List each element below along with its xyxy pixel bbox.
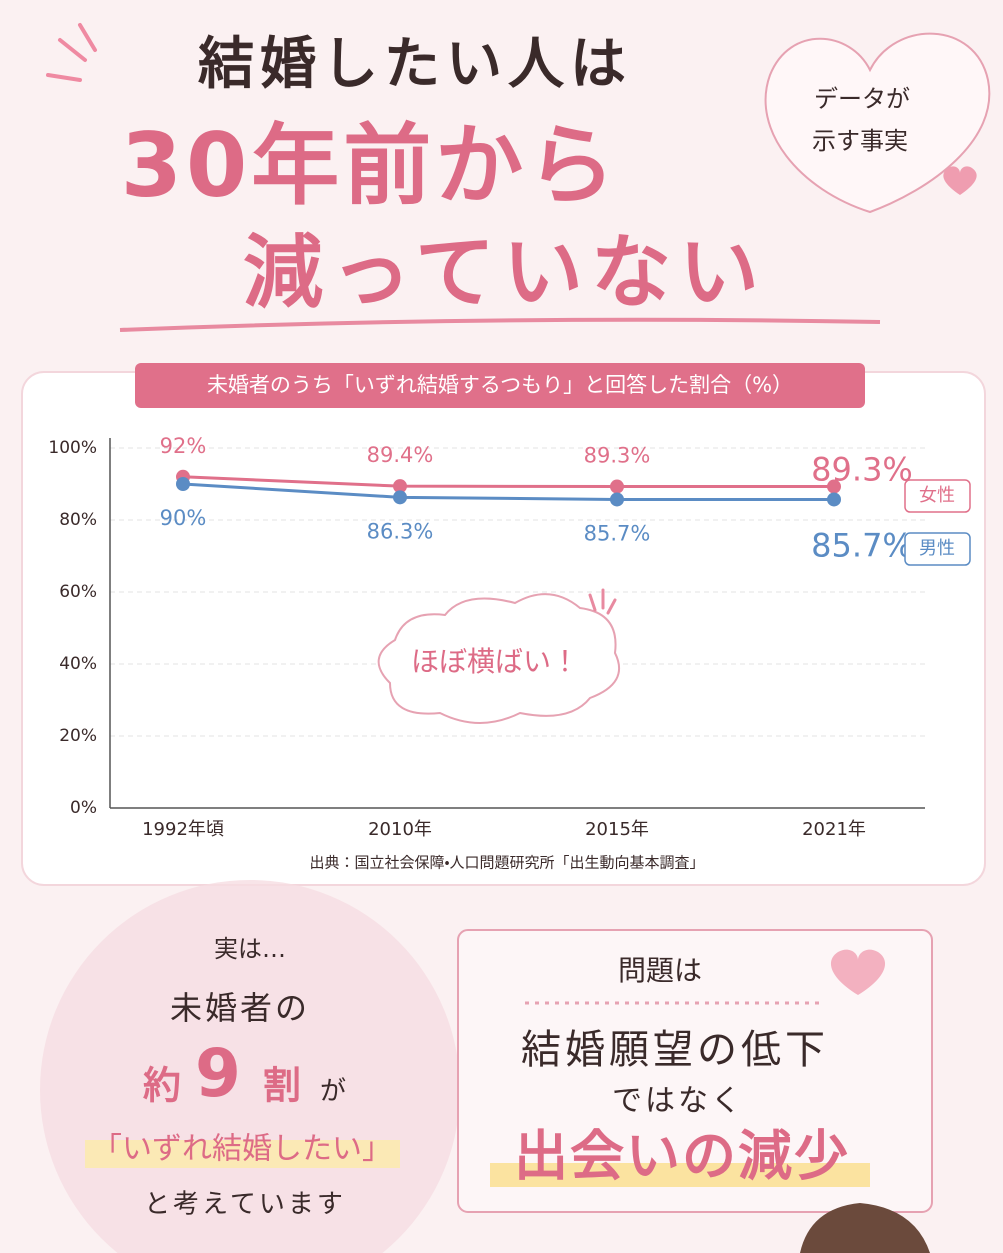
highlight bbox=[85, 1140, 400, 1168]
y-tick-label: 0% bbox=[70, 798, 97, 818]
badge-text: 示す事実 bbox=[812, 127, 908, 155]
accent-lines bbox=[46, 23, 97, 82]
title-line2: 30年前から bbox=[121, 114, 619, 217]
data-label: 89.4% bbox=[367, 443, 434, 467]
left-particle: が bbox=[320, 1077, 346, 1107]
data-point bbox=[393, 490, 407, 505]
right-highlight: 出会いの減少 bbox=[514, 1125, 850, 1188]
right-heading: 問題は bbox=[618, 954, 702, 987]
chart-title-bar bbox=[135, 363, 865, 408]
accent-lines bbox=[588, 588, 617, 615]
x-tick-label: 2015年 bbox=[585, 819, 649, 840]
left-closing: と考えています bbox=[144, 1190, 346, 1220]
x-tick-label: 2021年 bbox=[802, 819, 866, 840]
data-point bbox=[827, 492, 841, 507]
left-prefix: 約 bbox=[143, 1064, 181, 1108]
right-line1: 結婚願望の低下 bbox=[521, 1027, 829, 1073]
x-tick-label: 1992年頃 bbox=[142, 819, 224, 840]
y-tick-label: 20% bbox=[59, 726, 97, 746]
annotation-cloud bbox=[377, 593, 620, 724]
left-intro: 実は… bbox=[214, 935, 286, 963]
data-point bbox=[610, 492, 624, 507]
legend-label: 男性 bbox=[919, 538, 955, 559]
left-unit: 割 bbox=[263, 1064, 301, 1108]
data-label: 86.3% bbox=[367, 519, 434, 543]
legend-box bbox=[904, 532, 971, 566]
data-label: 85.7% bbox=[811, 526, 913, 564]
source: 出典：国立社会保障・人口問題研究所「出生動向基本調査」 bbox=[309, 854, 704, 872]
badge-heart bbox=[764, 32, 991, 214]
left-number: 9 bbox=[195, 1035, 241, 1112]
legend-box bbox=[904, 479, 971, 513]
data-label: 92% bbox=[160, 434, 207, 458]
data-label: 85.7% bbox=[584, 521, 651, 545]
data-label: 90% bbox=[160, 506, 207, 530]
x-tick-label: 2010年 bbox=[368, 819, 432, 840]
left-line1: 未婚者の bbox=[170, 989, 310, 1027]
right-panel bbox=[457, 929, 933, 1213]
data-point bbox=[393, 479, 407, 494]
data-label: 89.3% bbox=[811, 451, 913, 489]
highlight bbox=[490, 1163, 870, 1187]
y-tick-label: 80% bbox=[59, 510, 97, 530]
legend-label: 女性 bbox=[919, 485, 955, 506]
annotation: ほぼ横ばい！ bbox=[411, 645, 579, 678]
y-tick-label: 40% bbox=[59, 654, 97, 674]
chart-title: 未婚者のうち「いずれ結婚するつもり」と回答した割合（%） bbox=[207, 373, 793, 397]
badge-text: データが bbox=[814, 85, 910, 113]
data-point bbox=[610, 479, 624, 494]
y-tick-label: 100% bbox=[48, 438, 97, 458]
data-point bbox=[827, 479, 841, 494]
right-line2: ではなく bbox=[612, 1084, 744, 1119]
y-tick-label: 60% bbox=[59, 582, 97, 602]
data-label: 89.3% bbox=[584, 444, 651, 468]
left-quote: 「いずれ結婚したい」 bbox=[92, 1132, 392, 1167]
title-line1: 結婚したい人は bbox=[198, 32, 632, 97]
heart-icon bbox=[830, 949, 886, 995]
series-line bbox=[182, 475, 834, 489]
plot: 0% 20% 40% 60% 80% 100% 1992年頃 2010年 2015年 2021年 9… bbox=[48, 434, 971, 840]
title-underline bbox=[119, 317, 881, 332]
heart-icon bbox=[943, 166, 977, 195]
data-point bbox=[176, 477, 190, 491]
photo-hint bbox=[800, 1203, 930, 1253]
series-line bbox=[182, 482, 834, 501]
title-line3: 減っていない bbox=[243, 226, 767, 319]
